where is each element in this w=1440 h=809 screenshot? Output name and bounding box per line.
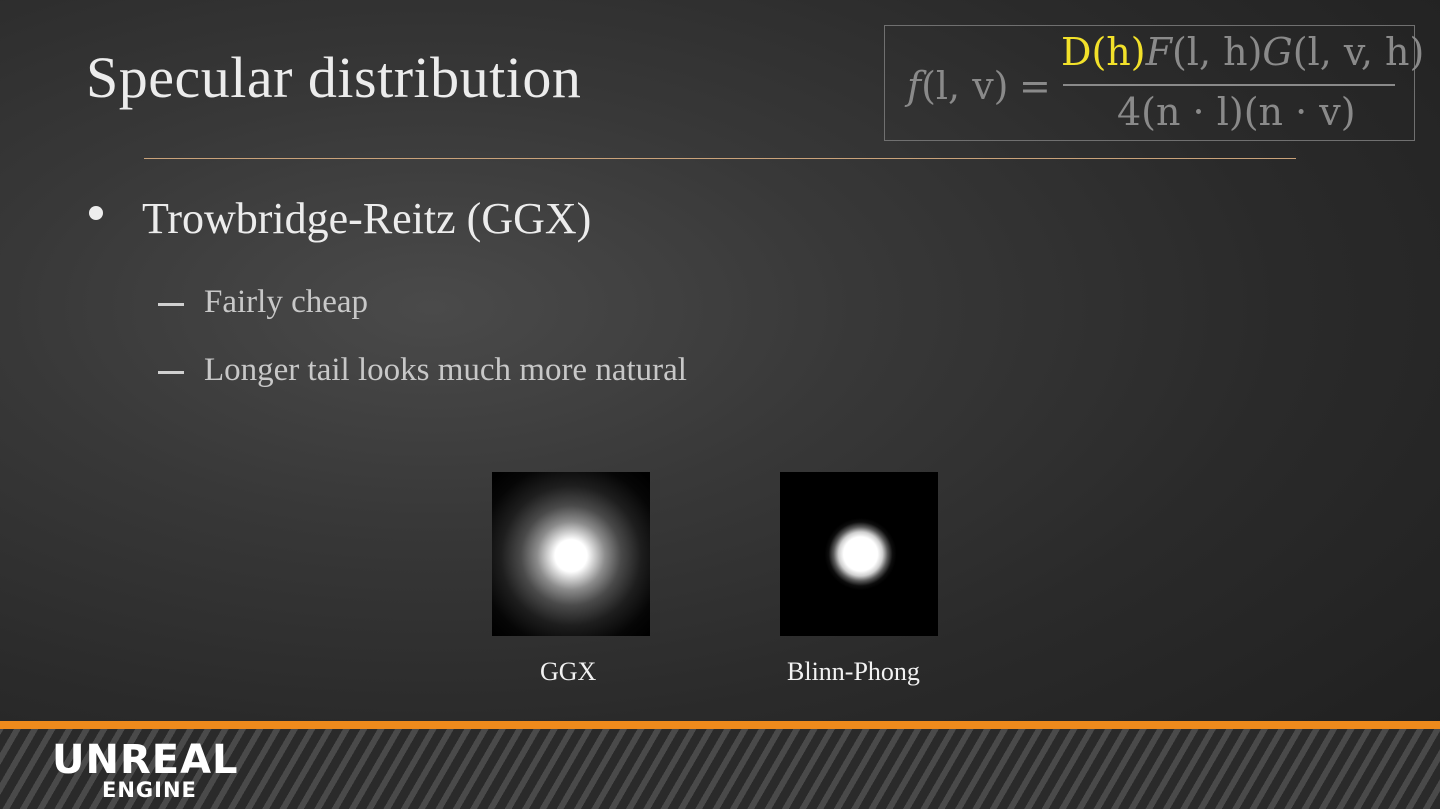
formula-highlight-term: D(h) xyxy=(1061,30,1146,74)
slide-title: Specular distribution xyxy=(86,45,582,110)
bullet-dot xyxy=(89,206,103,220)
subbullet-text: Fairly cheap xyxy=(204,284,369,320)
subbullet-text: Longer tail looks much more natural xyxy=(204,352,687,388)
logo-main-text: UNREAL xyxy=(52,737,239,783)
formula-f-term: F xyxy=(1145,30,1172,74)
title-divider xyxy=(144,158,1296,159)
blinn-phong-caption: Blinn-Phong xyxy=(787,657,920,686)
logo-sub-text: ENGINE xyxy=(102,778,197,802)
formula-lhs: f(l, v) xyxy=(907,64,1009,108)
bullet-text: Trowbridge-Reitz (GGX) xyxy=(142,194,592,243)
footer-band xyxy=(0,721,1440,809)
formula-denominator: 4(n · l)(n · v) xyxy=(1117,90,1356,134)
formula-box: f(l, v) = D(h)F(l, h)G(l, v, h) 4(n · l)… xyxy=(884,25,1424,141)
formula-fraction-bar xyxy=(1063,84,1395,86)
unreal-engine-logo: UNREAL ENGINE xyxy=(52,737,239,802)
subbullet-dash xyxy=(158,303,184,306)
ggx-caption: GGX xyxy=(540,657,597,686)
ggx-highlight-image xyxy=(492,472,650,636)
blinn-phong-highlight-image xyxy=(780,472,938,636)
footer-accent-stripe xyxy=(0,721,1440,729)
formula-numerator: D(h)F(l, h)G(l, v, h) xyxy=(1061,30,1424,74)
formula-lhs-args: (l, v) xyxy=(921,64,1009,108)
formula-g-args: (l, v, h) xyxy=(1292,30,1425,74)
formula-g-term: G xyxy=(1262,30,1293,74)
formula-equals: = xyxy=(1019,64,1051,108)
formula-f-args: (l, h) xyxy=(1171,30,1263,74)
formula-lhs-f: f xyxy=(907,64,922,108)
subbullet-dash xyxy=(158,371,184,374)
